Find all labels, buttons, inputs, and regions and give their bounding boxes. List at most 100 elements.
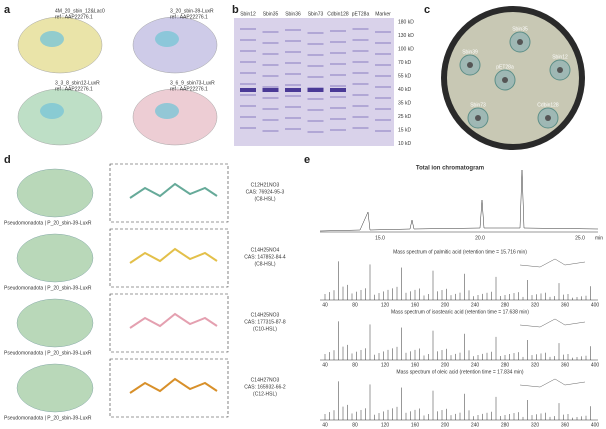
- marker-label: 130 kD: [398, 33, 414, 39]
- expressed-band: [307, 88, 324, 92]
- protein-structure: [17, 16, 103, 74]
- protein-label: Pseudomonadota | P_20_sbin-39-LuxR: [4, 285, 92, 291]
- well: [545, 115, 551, 121]
- spectrum-inset: [519, 318, 586, 328]
- gel-band: [240, 39, 256, 41]
- ligand-abbr: (C10-HSL): [253, 326, 277, 332]
- ligand-cas: CAS: 165932-66-2: [244, 384, 286, 390]
- gel-band: [352, 50, 369, 52]
- spot-label: Sbin73: [470, 102, 486, 108]
- gel-band: [307, 43, 324, 45]
- binding-pocket: [155, 31, 179, 47]
- spectrum-peaks: [324, 381, 591, 420]
- gel-band: [307, 98, 324, 100]
- lane-label: Sbin35: [263, 11, 279, 17]
- gel-band: [285, 40, 301, 42]
- gel-band: [307, 32, 324, 34]
- mz-tick-label: 360: [561, 362, 570, 368]
- gel-band: [330, 30, 346, 32]
- protein-structure: [132, 16, 218, 74]
- gel-band: [330, 129, 346, 131]
- gel-band: [375, 53, 391, 55]
- gel-band: [352, 94, 369, 96]
- gel-band: [262, 31, 279, 33]
- gel-band: [285, 95, 301, 97]
- protein-surface: [16, 298, 94, 348]
- spectrum-peaks: [324, 321, 591, 360]
- gel-band: [262, 86, 279, 88]
- gel-band: [285, 73, 301, 75]
- lane-label: pET28a: [352, 11, 370, 17]
- gel-band: [352, 105, 369, 107]
- binding-pocket: [40, 103, 64, 119]
- gel-band: [240, 72, 256, 74]
- gel-band: [375, 119, 391, 121]
- mz-tick-label: 120: [381, 422, 390, 428]
- mz-tick-label: 280: [501, 362, 510, 368]
- mz-tick-label: 320: [531, 362, 540, 368]
- gel-band: [307, 54, 324, 56]
- mz-tick-label: 160: [411, 362, 420, 368]
- protein-surface: [16, 363, 94, 413]
- mz-tick-label: 160: [411, 422, 420, 428]
- protein-label: Pseudomonadota | P_20_sbin-39-LuxR: [4, 220, 92, 226]
- structure-ref: ref : AAP22276.1: [55, 86, 93, 92]
- gel-band: [375, 130, 391, 132]
- gel-band: [262, 64, 279, 66]
- ligand-box: [109, 358, 229, 418]
- gel-band: [330, 41, 346, 43]
- marker-label: 55 kD: [398, 73, 411, 79]
- ligand-cas: CAS: 147852-84-4: [244, 254, 286, 260]
- well: [467, 62, 473, 68]
- spectrum-peaks: [324, 261, 591, 300]
- mz-tick-label: 240: [471, 362, 480, 368]
- gel-band: [375, 42, 391, 44]
- structure-name: 3_6_9_sbin73-LuxR: [170, 80, 215, 86]
- gel-band: [330, 107, 346, 109]
- lane-label: Sbin12: [240, 11, 256, 17]
- gel-band: [240, 50, 256, 52]
- tic-tick-label: 25.0: [575, 235, 585, 241]
- spectrum-title: Mass spectrum of palmitic acid (retentio…: [393, 249, 527, 255]
- ligand-cas: CAS: 177315-87-8: [244, 319, 286, 325]
- mz-tick-label: 40: [322, 422, 328, 428]
- ligand-formula: C14H25NO3: [251, 312, 280, 318]
- gel-band: [330, 85, 346, 87]
- mz-tick-label: 120: [381, 302, 390, 308]
- expressed-band: [330, 88, 346, 92]
- gel-band: [307, 65, 324, 67]
- gel-band: [307, 120, 324, 122]
- well: [557, 67, 563, 73]
- gel-band: [330, 52, 346, 54]
- marker-label: 15 kD: [398, 127, 411, 133]
- mz-tick-label: 360: [561, 422, 570, 428]
- ligand-formula: C12H21NO3: [251, 182, 280, 188]
- gel-band: [330, 74, 346, 76]
- mz-tick-label: 400: [591, 302, 600, 308]
- well: [517, 39, 523, 45]
- protein-label: Pseudomonadota | P_20_sbin-39-LuxR: [4, 350, 92, 356]
- gel-band: [352, 61, 369, 63]
- spot-label: Sbin39: [462, 49, 478, 55]
- mz-tick-label: 80: [352, 422, 358, 428]
- spot-label: Sbin35: [512, 26, 528, 32]
- gel-band: [262, 130, 279, 132]
- gel-band: [262, 53, 279, 55]
- gel-band: [240, 105, 256, 107]
- gel-band: [262, 108, 279, 110]
- gel-band: [240, 83, 256, 85]
- well: [475, 115, 481, 121]
- marker-label: 100 kD: [398, 46, 414, 52]
- mz-tick-label: 200: [441, 362, 450, 368]
- gel-band: [240, 116, 256, 118]
- ligand-formula: C14H25NO4: [251, 247, 280, 253]
- marker-label: 25 kD: [398, 114, 411, 120]
- gel-band: [375, 75, 391, 77]
- ligand: [129, 312, 218, 329]
- gel-band: [240, 94, 256, 96]
- structure-ref: ref : AAP22276.1: [170, 86, 208, 92]
- gel-band: [240, 127, 256, 129]
- ligand: [129, 377, 218, 394]
- mz-tick-label: 200: [441, 422, 450, 428]
- spot-label: Sbin12: [552, 54, 568, 60]
